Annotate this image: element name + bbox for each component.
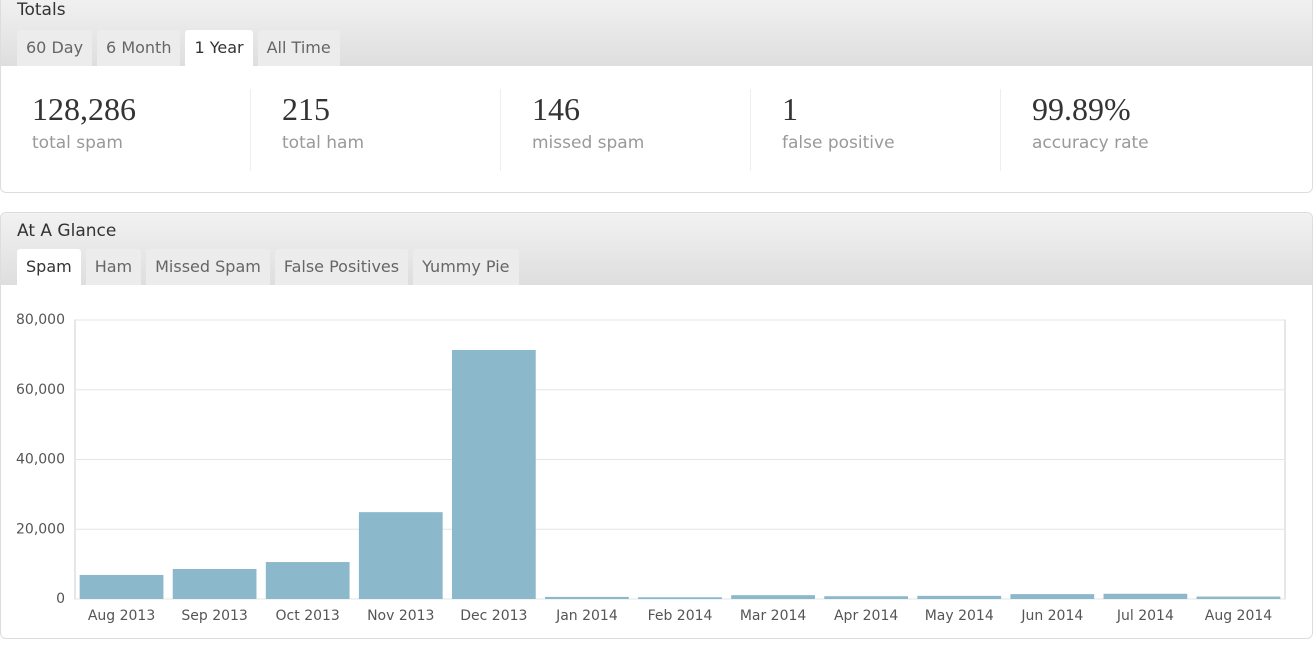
totals-header: Totals 60 Day 6 Month 1 Year All Time <box>1 0 1312 66</box>
x-tick-label: Jul 2014 <box>1116 608 1174 624</box>
stat-label: total ham <box>282 133 365 153</box>
tab[interactable]: Yummy Pie <box>413 249 519 285</box>
glance-header: At A Glance Spam Ham Missed Spam False P… <box>1 213 1312 285</box>
stat-value: 128,286 <box>32 91 136 127</box>
stat-value: 215 <box>282 91 330 127</box>
bar <box>1010 594 1095 599</box>
x-tick-label: Mar 2014 <box>740 608 807 624</box>
x-tick-label: Nov 2013 <box>367 608 434 624</box>
y-tick-label: 40,000 <box>16 452 65 468</box>
x-tick-label: Apr 2014 <box>834 608 898 624</box>
bar <box>358 512 443 599</box>
panel-title: At A Glance <box>17 221 117 241</box>
bar <box>172 569 257 599</box>
stat-label: total spam <box>32 133 123 153</box>
x-tick-label: Jan 2014 <box>555 608 618 624</box>
tab[interactable]: Missed Spam <box>146 249 270 285</box>
bar <box>1196 596 1281 599</box>
stat: 128,286 total spam <box>1 89 251 171</box>
tabs: Spam Ham Missed Spam False Positives Yum… <box>17 249 519 285</box>
stat-label: accuracy rate <box>1032 133 1149 153</box>
tabs: 60 Day 6 Month 1 Year All Time <box>17 30 340 66</box>
x-tick-label: May 2014 <box>925 608 994 624</box>
stat-label: missed spam <box>532 133 645 153</box>
stat: 1 false positive <box>751 89 1001 171</box>
x-tick-label: Aug 2014 <box>1205 608 1273 624</box>
stat-value: 99.89% <box>1032 91 1131 127</box>
tab[interactable]: Ham <box>85 249 142 285</box>
y-tick-label: 0 <box>56 591 65 607</box>
tab[interactable]: 60 Day <box>17 30 93 66</box>
x-tick-label: Aug 2013 <box>88 608 155 624</box>
y-tick-label: 20,000 <box>16 521 65 537</box>
bar <box>545 596 629 599</box>
bar <box>1103 593 1188 599</box>
x-tick-label: Oct 2013 <box>276 608 340 624</box>
stat: 215 total ham <box>251 89 501 171</box>
tab[interactable]: 1 Year <box>185 30 253 66</box>
tab[interactable]: Spam <box>17 249 81 285</box>
y-tick-label: 80,000 <box>16 312 65 328</box>
bar <box>79 574 164 599</box>
glance-panel: At A Glance Spam Ham Missed Spam False P… <box>0 212 1313 639</box>
bar <box>731 595 815 599</box>
stat-label: false positive <box>782 133 895 153</box>
bar <box>638 597 722 599</box>
stats: 128,286 total spam 215 total ham 146 missed… <box>1 66 1312 171</box>
stat-value: 146 <box>532 91 580 127</box>
tab[interactable]: All Time <box>257 30 340 66</box>
x-tick-label: Feb 2014 <box>648 608 713 624</box>
stat-value: 1 <box>782 91 798 127</box>
x-tick-label: Jun 2014 <box>1020 608 1083 624</box>
y-tick-label: 60,000 <box>16 382 65 398</box>
panel-title: Totals <box>17 0 66 20</box>
x-tick-label: Dec 2013 <box>460 608 527 624</box>
stat: 146 missed spam <box>501 89 751 171</box>
totals-panel: Totals 60 Day 6 Month 1 Year All Time 12… <box>0 0 1313 193</box>
x-tick-label: Sep 2013 <box>181 608 247 624</box>
bar <box>917 595 1002 599</box>
stat: 99.89% accuracy rate <box>1001 89 1251 171</box>
bar <box>265 562 350 599</box>
bar <box>824 596 909 599</box>
bar <box>451 349 536 599</box>
tab[interactable]: False Positives <box>274 249 409 285</box>
tab[interactable]: 6 Month <box>97 30 181 66</box>
